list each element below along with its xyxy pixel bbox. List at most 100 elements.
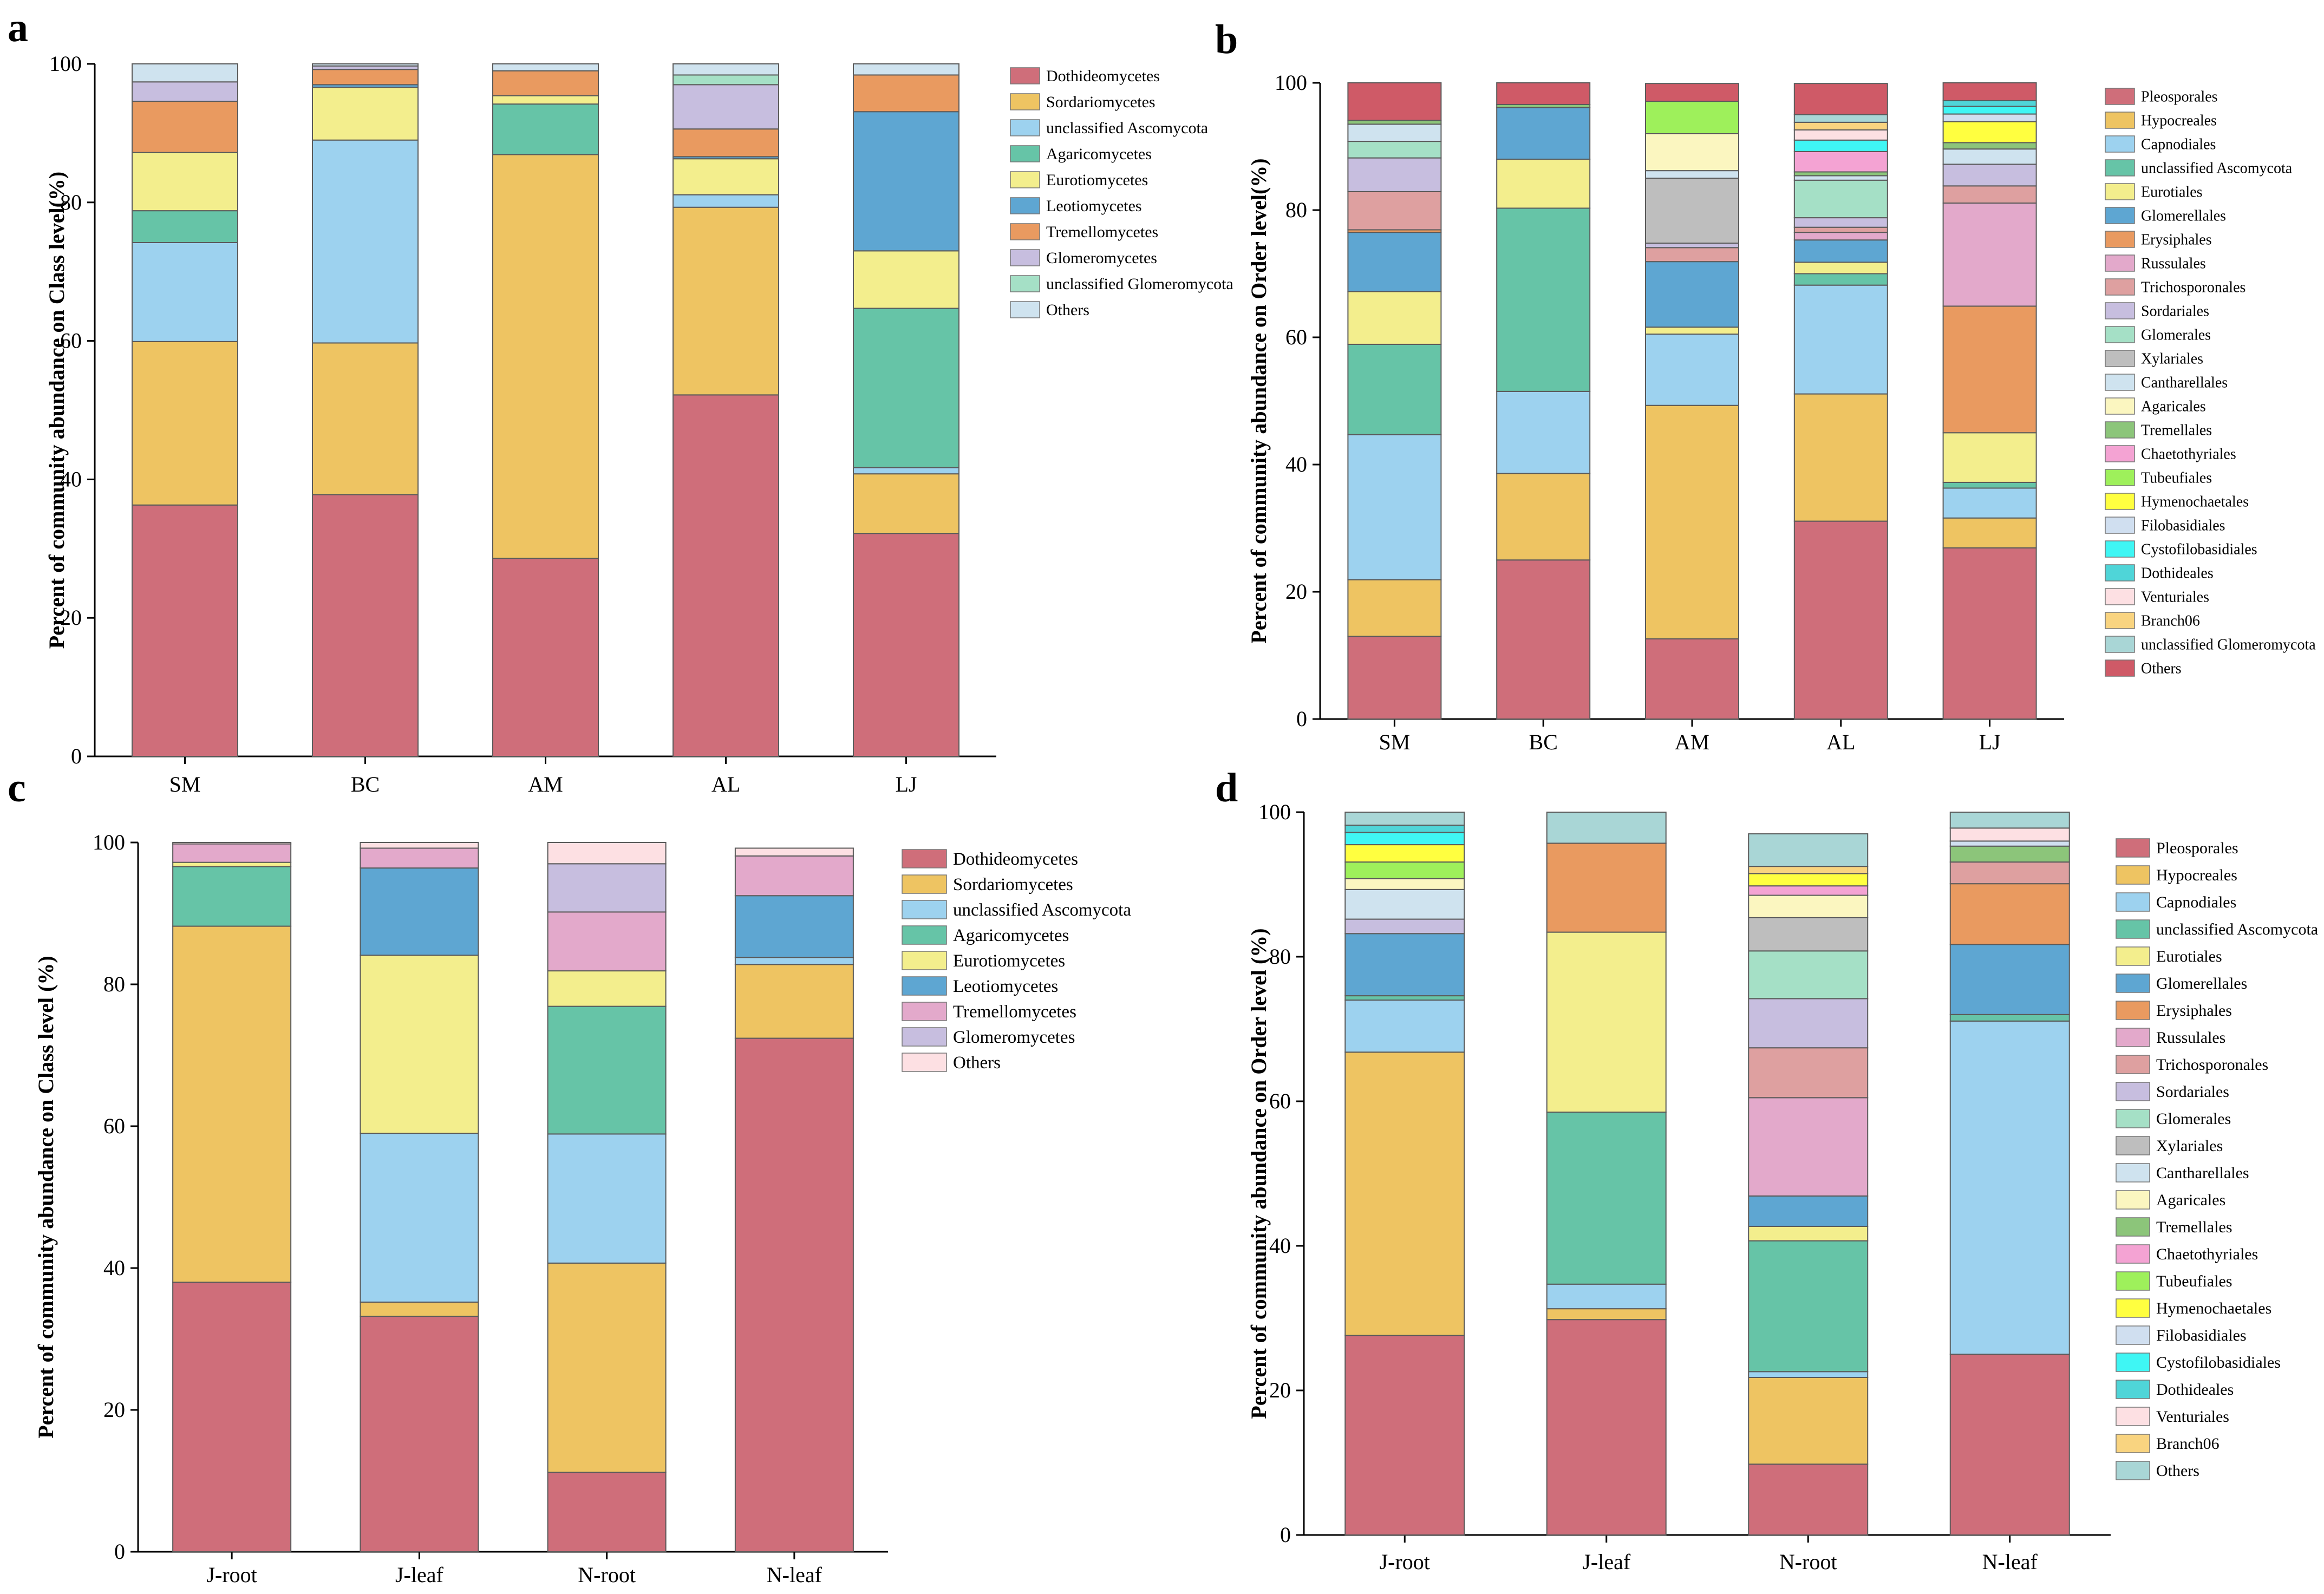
- bar-segment-n-leaf-dothideomycetes: [734, 1037, 854, 1553]
- bar-segment-bc-eurotiomycetes: [312, 87, 419, 141]
- bar-segment-sm-agaricomycetes: [132, 210, 238, 243]
- x-category-label: N-root: [1779, 1550, 1837, 1574]
- bar-segment-bc-others: [312, 63, 419, 67]
- bar-segment-al-glomeromycetes: [673, 84, 779, 130]
- legend-label: Eurotiales: [2156, 948, 2222, 965]
- legend-swatch-leotiomycetes: [1010, 197, 1040, 214]
- y-tick-label: 20: [1269, 1378, 1291, 1402]
- bar-segment-j-root-agaricales: [1344, 878, 1465, 890]
- legend-label: Dothideomycetes: [1046, 67, 1160, 85]
- legend-swatch-tubeufiales: [2105, 469, 2135, 486]
- bar-segment-am-others: [1645, 83, 1739, 102]
- bar-segment-al-unclassified-glomeromycota: [1793, 114, 1888, 123]
- legend-swatch-branch06: [2116, 1434, 2150, 1453]
- legend-swatch-unclassified-ascomycota: [1010, 119, 1040, 136]
- legend-swatch-dothideomycetes: [1010, 67, 1040, 84]
- bar-segment-j-root-others: [1344, 812, 1465, 826]
- bar-segment-al-eurotiales: [1793, 262, 1888, 275]
- legend-swatch-eurotiales: [2105, 183, 2135, 200]
- bar-segment-al-others: [1793, 83, 1888, 115]
- bar-segment-al-tremellomycetes: [673, 128, 779, 158]
- legend-label: Filobasidiales: [2141, 518, 2225, 534]
- legend-label: Tubeufiales: [2156, 1272, 2232, 1290]
- bar-segment-al-trichosporonales: [1793, 226, 1888, 233]
- bar-segment-lj-leotiomycetes: [853, 111, 959, 252]
- bar-segment-am-agaricomycetes: [492, 103, 599, 155]
- legend-swatch-sordariales: [2105, 302, 2135, 319]
- y-tick-label: 100: [93, 830, 125, 854]
- legend-label: Hymenochaetales: [2141, 494, 2249, 511]
- legend-swatch-dothideomycetes: [902, 849, 947, 868]
- legend-label: Sordariales: [2156, 1083, 2229, 1101]
- bar-segment-am-glomerellales: [1645, 261, 1739, 328]
- bar-segment-n-leaf-erysiphales: [1949, 883, 2070, 945]
- bar-segment-n-root-tremellomycetes: [547, 911, 667, 972]
- legend-swatch-eurotiomycetes: [1010, 171, 1040, 188]
- bar-segment-al-glomerellales: [1793, 239, 1888, 263]
- legend-swatch-hymenochaetales: [2116, 1298, 2150, 1318]
- bar-segment-j-leaf-leotiomycetes: [360, 867, 479, 956]
- bar-segment-al-venturiales: [1793, 129, 1888, 141]
- legend-label: Pleosporales: [2141, 89, 2218, 106]
- legend-label: Others: [2141, 661, 2182, 677]
- panel-label-b: b: [1215, 17, 1238, 62]
- legend-label: Venturiales: [2156, 1408, 2229, 1426]
- legend-label: Trichosporonales: [2156, 1056, 2268, 1074]
- bar-segment-am-pleosporales: [1645, 638, 1739, 720]
- bar-segment-j-leaf-others: [360, 842, 479, 849]
- bar-segment-bc-eurotiales: [1496, 159, 1591, 209]
- legend-swatch-cystofilobasidiales: [2105, 540, 2135, 558]
- legend-swatch-capnodiales: [2116, 892, 2150, 912]
- legend-label: Leotiomycetes: [953, 977, 1058, 996]
- legend-swatch-unclassified-glomeromycota: [1010, 275, 1040, 292]
- legend-swatch-chaetothyriales: [2116, 1244, 2150, 1264]
- legend-swatch-agaricomycetes: [902, 925, 947, 945]
- legend-label: Tremellales: [2141, 422, 2212, 439]
- bar-segment-bc-unclassified-ascomycota: [312, 139, 419, 344]
- legend-label: Cystofilobasidiales: [2156, 1354, 2281, 1371]
- bar-segment-lj-others: [1942, 82, 2037, 101]
- y-tick-label: 40: [1269, 1233, 1291, 1258]
- legend-label: Cantharellales: [2156, 1164, 2249, 1182]
- legend-label: Tremellomycetes: [1046, 223, 1158, 241]
- panel-label-d: d: [1215, 765, 1238, 811]
- bar-segment-n-root-sordariomycetes: [547, 1262, 667, 1473]
- bar-segment-am-xylariales: [1645, 178, 1739, 244]
- y-tick-label: 40: [103, 1256, 125, 1280]
- legend-label: Agaricomycetes: [953, 926, 1069, 945]
- y-tick-label: 80: [60, 190, 82, 214]
- legend-label: Tubeufiales: [2141, 470, 2212, 487]
- y-tick-label: 60: [1269, 1089, 1291, 1113]
- legend-label: Sordariales: [2141, 303, 2209, 320]
- bar-segment-sm-eurotiomycetes: [132, 152, 238, 212]
- bar-segment-am-hypocreales: [1645, 404, 1739, 639]
- legend-label: Agaricales: [2141, 398, 2206, 415]
- legend-swatch-xylariales: [2105, 350, 2135, 367]
- x-category-label: AM: [528, 772, 563, 796]
- bar-segment-am-trichosporonales: [1645, 247, 1739, 263]
- bar-segment-n-root-xylariales: [1748, 917, 1869, 952]
- legend-swatch-glomerellales: [2105, 207, 2135, 224]
- legend-label: Erysiphales: [2141, 232, 2212, 249]
- legend-label: Branch06: [2156, 1435, 2219, 1453]
- bar-segment-sm-others: [132, 63, 238, 83]
- bar-segment-n-leaf-leotiomycetes: [734, 895, 854, 958]
- bar-segment-sm-others: [1347, 82, 1442, 121]
- bar-segment-am-eurotiales: [1645, 326, 1739, 335]
- legend-label: Glomeromycetes: [953, 1028, 1075, 1047]
- legend-swatch-dothideales: [2116, 1380, 2150, 1399]
- bar-segment-n-root-unclassified-ascomycota: [1748, 1240, 1869, 1373]
- legend-swatch-hypocreales: [2105, 112, 2135, 129]
- bar-segment-lj-filobasidiales: [1942, 113, 2037, 122]
- bar-segment-j-leaf-unclassified-ascomycota: [1546, 1112, 1667, 1285]
- bar-segment-j-leaf-others: [1546, 812, 1667, 844]
- bar-segment-bc-sordariomycetes: [312, 342, 419, 495]
- bar-segment-sm-dothideomycetes: [132, 504, 238, 757]
- bar-segment-lj-tremellales: [1942, 142, 2037, 150]
- legend-swatch-tremellomycetes: [902, 1002, 947, 1021]
- bar-segment-lj-cantharellales: [1942, 148, 2037, 165]
- bar-segment-sm-capnodiales: [1347, 434, 1442, 580]
- legend-label: Glomerales: [2141, 327, 2211, 344]
- bar-segment-j-root-sordariales: [1344, 918, 1465, 935]
- bar-segment-am-eurotiomycetes: [492, 95, 599, 105]
